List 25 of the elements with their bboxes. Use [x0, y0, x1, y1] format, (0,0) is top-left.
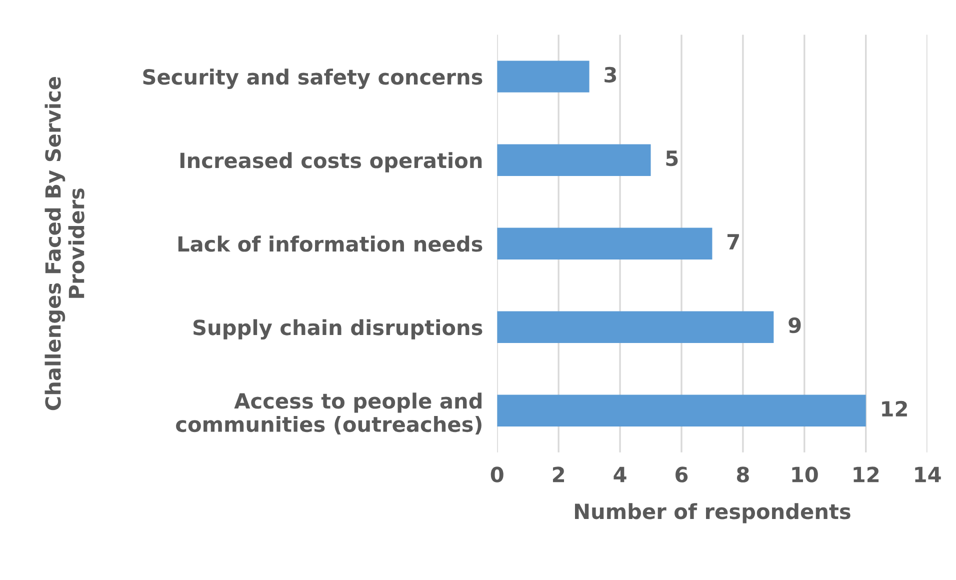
- data-label: 9: [788, 317, 801, 334]
- x-tick-label: 2: [552, 466, 564, 482]
- x-tick-label: 0: [490, 466, 504, 482]
- bar: [497, 144, 651, 176]
- x-tick-label: 6: [676, 466, 688, 482]
- y-tick-label: Supply chain disruptions: [194, 319, 482, 340]
- x-tick-label: 4: [614, 466, 626, 482]
- data-label: 5: [666, 150, 678, 166]
- x-axis-title: Number of respondents: [575, 503, 850, 524]
- x-tick-label: 10: [792, 466, 818, 482]
- bar: [497, 311, 774, 343]
- bar: [497, 394, 866, 427]
- data-label: 12: [882, 400, 907, 416]
- y-tick-label: Lack of information needs: [178, 236, 482, 252]
- y-tick-label: Security and safety concerns: [143, 68, 482, 89]
- data-label: 7: [728, 234, 739, 250]
- y-tick-label: Access to people and communities (outreaches): [176, 392, 482, 435]
- data-label: 3: [604, 66, 616, 83]
- y-axis-title: Challenges Faced By Service Providers: [44, 77, 84, 410]
- x-tick-label: 8: [736, 466, 749, 482]
- bar: [497, 60, 590, 92]
- bar: [497, 228, 712, 260]
- y-tick-label: Increased costs operation: [180, 152, 482, 172]
- x-tick-label: 14: [915, 466, 941, 482]
- x-tick-label: 12: [854, 466, 879, 482]
